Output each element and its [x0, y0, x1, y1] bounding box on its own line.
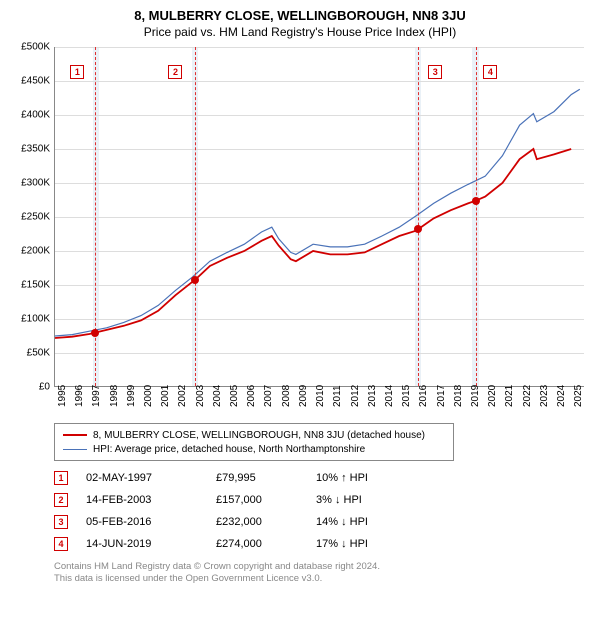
marker-box: 4 [483, 65, 497, 79]
transaction-pct: 14% ↓ HPI [316, 516, 436, 528]
plot-area: 1 2 3 4 [54, 47, 584, 387]
transaction-price: £79,995 [216, 472, 316, 484]
legend-box: 8, MULBERRY CLOSE, WELLINGBOROUGH, NN8 3… [54, 423, 454, 461]
x-tick-label: 1998 [109, 385, 120, 407]
footer-line: Contains HM Land Registry data © Crown c… [54, 561, 590, 573]
x-tick-label: 2020 [487, 385, 498, 407]
y-tick-label: £0 [10, 382, 50, 393]
transaction-row: 2 14-FEB-2003£157,0003% ↓ HPI [54, 489, 590, 511]
x-tick-label: 2008 [281, 385, 292, 407]
transaction-date: 14-JUN-2019 [86, 538, 216, 550]
sale-dot [91, 329, 99, 337]
marker-box: 3 [428, 65, 442, 79]
x-tick-label: 2011 [332, 385, 343, 407]
footer-attribution: Contains HM Land Registry data © Crown c… [54, 561, 590, 586]
legend-item: 8, MULBERRY CLOSE, WELLINGBOROUGH, NN8 3… [63, 428, 445, 442]
x-axis: 1995199619971998199920002001200220032004… [54, 389, 584, 417]
legend-swatch [63, 434, 87, 436]
y-tick-label: £150K [10, 280, 50, 291]
y-axis: £0£50K£100K£150K£200K£250K£300K£350K£400… [10, 47, 54, 387]
transaction-row: 3 05-FEB-2016£232,00014% ↓ HPI [54, 511, 590, 533]
x-tick-label: 2018 [453, 385, 464, 407]
x-tick-label: 2019 [470, 385, 481, 407]
x-tick-label: 1995 [57, 385, 68, 407]
sale-vline [195, 47, 196, 386]
transaction-marker: 4 [54, 537, 68, 551]
sale-vline [418, 47, 419, 386]
chart-container: 8, MULBERRY CLOSE, WELLINGBOROUGH, NN8 3… [0, 0, 600, 594]
transaction-marker: 1 [54, 471, 68, 485]
chart-area: £0 £50K £100K £150K £200K £250K £300K £350K £400… [10, 47, 590, 417]
x-tick-label: 2000 [143, 385, 154, 407]
y-tick-label: £50K [10, 348, 50, 359]
x-tick-label: 2004 [212, 385, 223, 407]
y-tick-label: £350K [10, 144, 50, 155]
chart-subtitle: Price paid vs. HM Land Registry's House … [10, 25, 590, 39]
transaction-table: 1 02-MAY-1997£79,99510% ↑ HPI 2 14-FEB-2003… [54, 467, 590, 555]
transaction-date: 05-FEB-2016 [86, 516, 216, 528]
x-tick-label: 2016 [418, 385, 429, 407]
chart-title: 8, MULBERRY CLOSE, WELLINGBOROUGH, NN8 3… [10, 8, 590, 23]
y-tick-label: £500K [10, 42, 50, 53]
x-tick-label: 2017 [436, 385, 447, 407]
x-tick-label: 2025 [573, 385, 584, 407]
transaction-row: 4 14-JUN-2019£274,00017% ↓ HPI [54, 533, 590, 555]
x-tick-label: 2013 [367, 385, 378, 407]
x-tick-label: 2003 [195, 385, 206, 407]
x-tick-label: 2010 [315, 385, 326, 407]
x-tick-label: 1999 [126, 385, 137, 407]
x-tick-label: 2023 [539, 385, 550, 407]
x-tick-label: 2022 [522, 385, 533, 407]
transaction-date: 14-FEB-2003 [86, 494, 216, 506]
x-tick-label: 2009 [298, 385, 309, 407]
y-tick-label: £400K [10, 110, 50, 121]
y-tick-label: £450K [10, 76, 50, 87]
footer-line: This data is licensed under the Open Gov… [54, 573, 590, 585]
series-property [55, 149, 571, 338]
y-tick-label: £250K [10, 212, 50, 223]
transaction-date: 02-MAY-1997 [86, 472, 216, 484]
x-tick-label: 2014 [384, 385, 395, 407]
x-tick-label: 2015 [401, 385, 412, 407]
x-tick-label: 2006 [246, 385, 257, 407]
x-tick-label: 1997 [91, 385, 102, 407]
sale-vline [476, 47, 477, 386]
line-layer [55, 47, 585, 387]
transaction-pct: 17% ↓ HPI [316, 538, 436, 550]
legend-label: HPI: Average price, detached house, Nort… [93, 444, 365, 455]
legend-item: HPI: Average price, detached house, Nort… [63, 442, 445, 456]
marker-box: 2 [168, 65, 182, 79]
x-tick-label: 2007 [263, 385, 274, 407]
x-tick-label: 2012 [350, 385, 361, 407]
legend-swatch [63, 449, 87, 450]
x-tick-label: 2005 [229, 385, 240, 407]
sale-dot [414, 225, 422, 233]
x-tick-label: 2021 [504, 385, 515, 407]
x-tick-label: 1996 [74, 385, 85, 407]
transaction-price: £274,000 [216, 538, 316, 550]
sale-dot [191, 276, 199, 284]
transaction-price: £157,000 [216, 494, 316, 506]
series-hpi [55, 89, 580, 336]
y-tick-label: £200K [10, 246, 50, 257]
y-tick-label: £100K [10, 314, 50, 325]
x-tick-label: 2002 [177, 385, 188, 407]
transaction-price: £232,000 [216, 516, 316, 528]
marker-box: 1 [70, 65, 84, 79]
transaction-marker: 2 [54, 493, 68, 507]
transaction-row: 1 02-MAY-1997£79,99510% ↑ HPI [54, 467, 590, 489]
transaction-pct: 10% ↑ HPI [316, 472, 436, 484]
legend-label: 8, MULBERRY CLOSE, WELLINGBOROUGH, NN8 3… [93, 430, 425, 441]
transaction-pct: 3% ↓ HPI [316, 494, 436, 506]
x-tick-label: 2024 [556, 385, 567, 407]
x-tick-label: 2001 [160, 385, 171, 407]
y-tick-label: £300K [10, 178, 50, 189]
sale-dot [472, 197, 480, 205]
transaction-marker: 3 [54, 515, 68, 529]
